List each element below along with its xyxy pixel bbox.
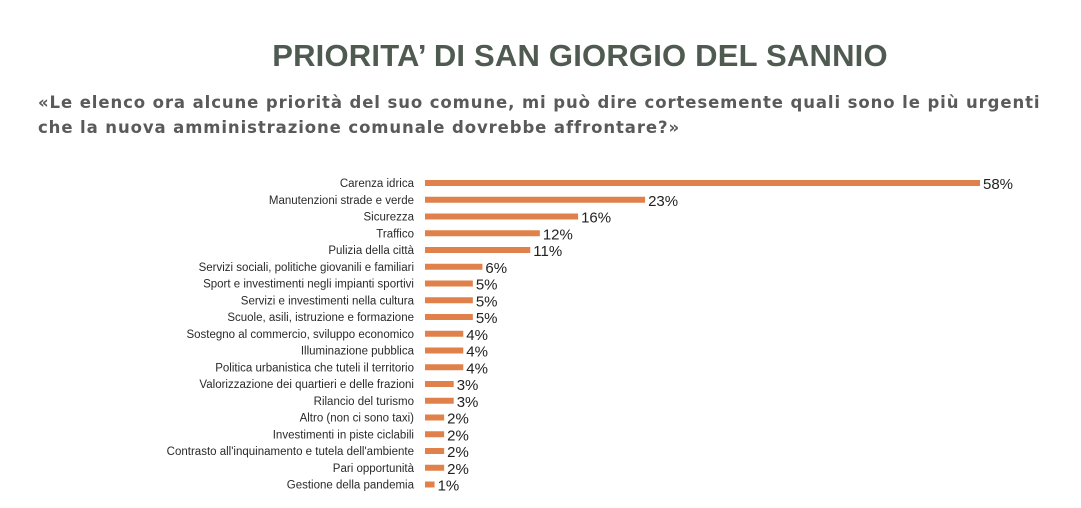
bar — [425, 280, 473, 287]
value-label: 2% — [447, 444, 469, 461]
bar — [425, 381, 454, 387]
value-label: 4% — [466, 360, 488, 377]
value-label: 16% — [581, 210, 611, 227]
value-label: 58% — [983, 176, 1013, 193]
category-label: Carenza idrica — [340, 178, 415, 190]
value-label: 6% — [485, 260, 507, 277]
category-label: Manutenzioni strade e verde — [269, 195, 414, 207]
bar — [425, 330, 464, 337]
priority-bar-chart: Carenza idrica 58% Manutenzioni strade e v… — [0, 170, 1081, 500]
category-label: Contrasto all'inquinamento e tutela dell… — [167, 446, 414, 458]
value-label: 11% — [533, 243, 562, 260]
bar — [425, 314, 473, 320]
category-label: Servizi sociali, politiche giovanili e f… — [199, 262, 414, 274]
category-label: Scuole, asili, istruzione e formazione — [227, 312, 414, 324]
category-label: Pulizia della città — [328, 245, 414, 257]
category-label: Valorizzazione dei quartieri e delle fra… — [199, 379, 414, 391]
value-label: 12% — [543, 226, 573, 243]
bar — [425, 213, 579, 220]
bar — [425, 263, 483, 270]
bar — [425, 230, 540, 237]
bar — [425, 397, 454, 404]
category-label: Politica urbanistica che tuteli il terri… — [215, 362, 414, 374]
category-label: Sostegno al commercio, sviluppo economic… — [186, 329, 414, 341]
bar — [425, 196, 646, 203]
category-label: Traffico — [376, 228, 414, 240]
category-label: Investimenti in piste ciclabili — [273, 429, 414, 441]
value-label: 2% — [447, 411, 469, 428]
value-label: 2% — [447, 461, 469, 478]
bar — [425, 297, 473, 304]
category-label: Gestione della pandemia — [287, 480, 415, 492]
category-label: Servizi e investimenti nella cultura — [241, 295, 415, 307]
value-label: 3% — [457, 377, 479, 394]
bar — [425, 464, 445, 471]
value-label: 5% — [476, 310, 498, 327]
bar — [425, 431, 445, 438]
value-label: 3% — [457, 394, 479, 411]
value-label: 2% — [447, 427, 469, 444]
bar — [425, 180, 980, 186]
value-label: 4% — [466, 344, 488, 361]
survey-question: «Le elenco ora alcune priorità del suo c… — [38, 93, 1041, 137]
bar — [425, 481, 435, 488]
value-label: 5% — [476, 277, 498, 294]
bar — [425, 347, 464, 354]
chart-canvas: Carenza idrica 58% Manutenzioni strade e v… — [167, 176, 1013, 495]
category-label: Sicurezza — [364, 212, 415, 224]
category-label: Sport e investimenti negli impianti spor… — [203, 279, 414, 291]
category-label: Illuminazione pubblica — [301, 346, 415, 358]
value-label: 1% — [438, 478, 460, 495]
bar — [425, 414, 445, 421]
category-label: Altro (non ci sono taxi) — [300, 413, 415, 425]
bar — [425, 364, 464, 371]
value-label: 23% — [648, 193, 678, 210]
category-label: Rilancio del turismo — [314, 396, 414, 408]
page-title: PRIORITA’ DI SAN GIORGIO DEL SANNIO — [272, 38, 888, 73]
category-label: Pari opportunità — [333, 463, 415, 475]
value-label: 4% — [466, 327, 488, 344]
bar — [425, 247, 531, 253]
bar — [425, 448, 445, 454]
value-label: 5% — [476, 293, 498, 310]
